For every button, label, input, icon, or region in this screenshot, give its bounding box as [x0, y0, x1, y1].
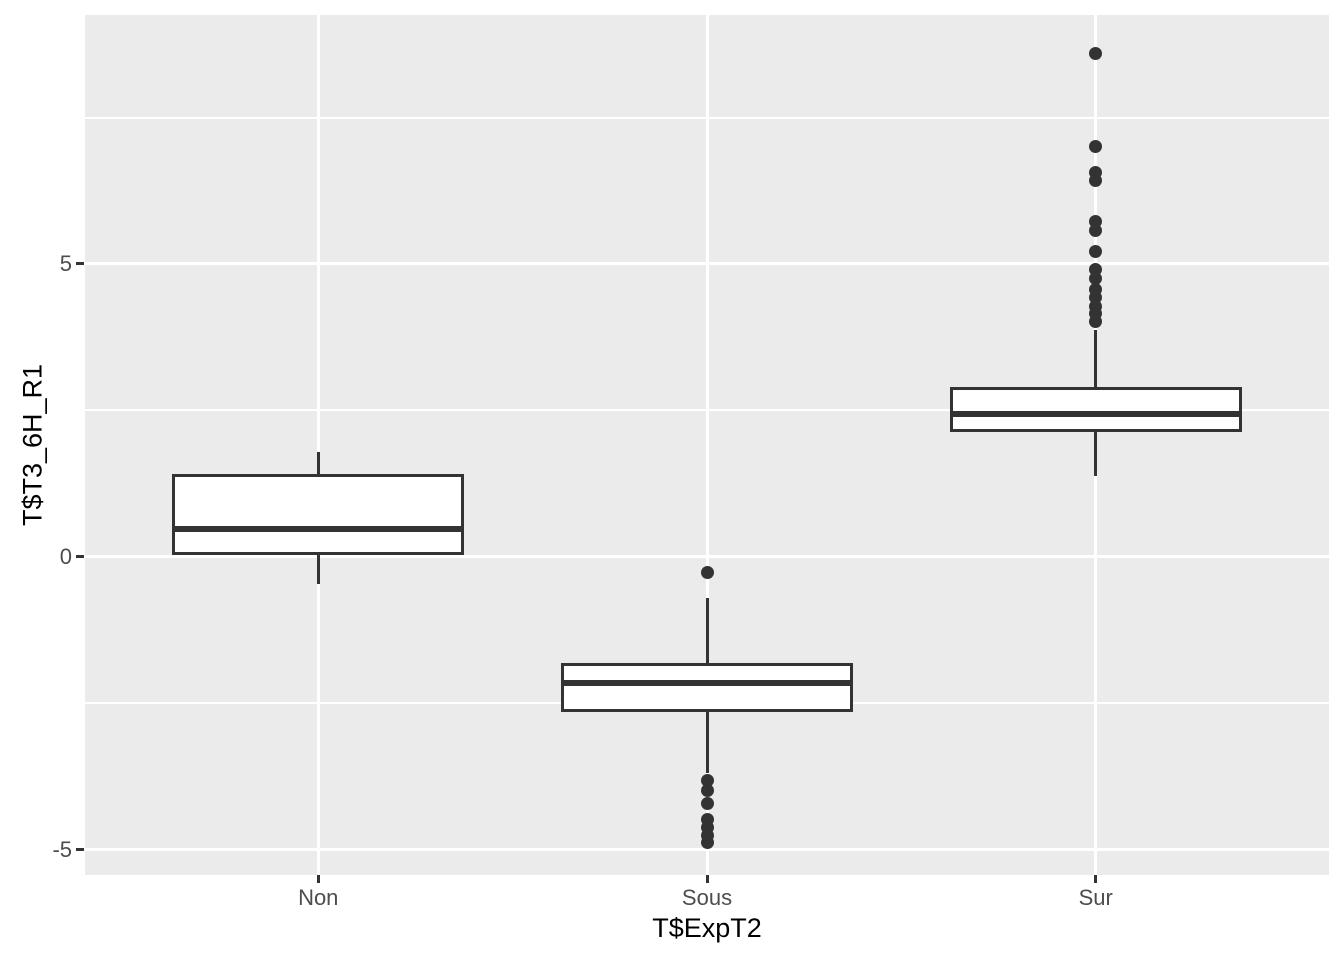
boxplot-outlier-point: [700, 565, 714, 579]
y-tick-label: 0: [59, 543, 72, 569]
x-tick-label: Non: [298, 885, 339, 910]
x-axis-title: T$ExpT2: [652, 913, 762, 943]
boxplot-lower-whisker: [1094, 432, 1098, 477]
plot-panel: [85, 15, 1329, 875]
gridline-major-vertical: [705, 15, 709, 875]
boxplot-upper-whisker: [705, 597, 709, 663]
boxplot-box: [561, 662, 853, 712]
x-tick-mark: [316, 875, 320, 883]
boxplot-outlier-point: [1089, 46, 1103, 60]
boxplot-outlier-point: [700, 797, 714, 811]
boxplot-outlier-point: [1089, 223, 1103, 237]
boxplot-box: [949, 387, 1242, 433]
boxplot-upper-whisker: [1094, 330, 1098, 387]
boxplot-outlier-point: [1089, 271, 1103, 285]
boxplot-outlier-point: [1089, 174, 1103, 188]
boxplot-box: [172, 473, 465, 556]
boxplot-lower-whisker: [705, 711, 709, 774]
boxplot-median: [172, 525, 465, 532]
y-tick-mark: [76, 555, 84, 559]
boxplot-outlier-point: [1089, 315, 1103, 329]
boxplot-outlier-point: [700, 784, 714, 798]
x-tick-mark: [1094, 875, 1098, 883]
boxplot-lower-whisker: [316, 555, 320, 584]
boxplot-median: [561, 679, 853, 686]
boxplot-outlier-point: [1089, 139, 1103, 153]
x-tick-mark: [705, 875, 709, 883]
y-tick-mark: [76, 848, 84, 852]
boxplot-outlier-point: [700, 774, 714, 788]
x-tick-label: Sous: [681, 885, 733, 910]
boxplot-upper-whisker: [316, 452, 320, 474]
boxplot-outlier-point: [1089, 244, 1103, 258]
y-tick-label: -5: [52, 836, 72, 862]
y-tick-label: 5: [59, 250, 72, 276]
boxplot-median: [949, 410, 1242, 417]
y-tick-mark: [76, 262, 84, 266]
boxplot-outlier-point: [700, 836, 714, 850]
gridline-major-vertical: [316, 15, 320, 875]
y-axis-title: T$T3_6H_R1: [17, 363, 48, 527]
x-tick-label: Sur: [1078, 885, 1113, 910]
